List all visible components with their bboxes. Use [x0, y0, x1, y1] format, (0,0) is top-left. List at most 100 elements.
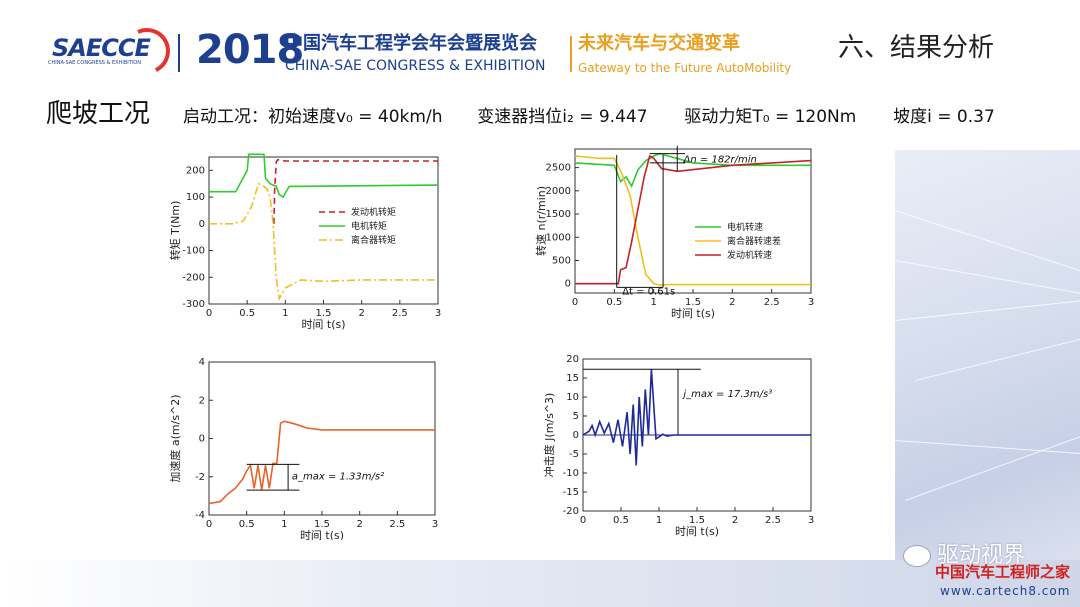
background-car-wireframe — [894, 150, 1080, 607]
y-tick-label: 0 — [565, 279, 571, 290]
dn-label: Δn = 182r/min — [683, 154, 757, 165]
x-tick-label: 3 — [435, 308, 441, 319]
chart-accel: 0 0.5 1 1.5 2 2.5 3 -4 -2 0 2 4 时间 t(s) 加速度 a(m/s^2) — [168, 357, 438, 542]
x-tick-label: 1.5 — [689, 515, 705, 526]
x-tick-label: 3 — [432, 519, 438, 530]
x-tick-label: 1.5 — [685, 297, 701, 308]
watermark-url: www.cartech8.com — [940, 584, 1071, 598]
x-tick-label: 2 — [732, 515, 738, 526]
series-line-torque-0 — [273, 158, 438, 224]
series-line-speed-0 — [574, 152, 811, 189]
x-tick-label: 2 — [358, 308, 364, 319]
x-axis-label: 时间 t(s) — [675, 525, 719, 538]
chart-speed: 0 0.5 1 1.5 2 2.5 3 0 500 1000 1500 2000 2500 时间 t(s)… — [534, 148, 814, 320]
y-tick-label: 1000 — [546, 232, 571, 243]
y-tick-label: 10 — [566, 392, 579, 403]
x-axis-label: 时间 t(s) — [671, 307, 715, 320]
legend-label: 离合器转速差 — [727, 235, 781, 247]
y-tick-label: 4 — [199, 357, 205, 368]
x-tick-label: 0.5 — [239, 519, 255, 530]
y-tick-label: -4 — [195, 510, 205, 521]
x-tick-label: 0 — [572, 297, 578, 308]
slogan-cn: 未来汽车与交通变革 — [578, 33, 740, 54]
series-line-jerk-0 — [582, 369, 811, 466]
x-axis-label: 时间 t(s) — [301, 318, 345, 331]
y-tick-label: 15 — [566, 373, 579, 384]
x-tick-label: 2 — [729, 297, 735, 308]
x-tick-label: 1 — [650, 297, 656, 308]
series-line-torque-2 — [209, 182, 438, 302]
x-tick-label: 1 — [656, 515, 662, 526]
y-tick-label: -15 — [563, 487, 579, 498]
annotations: Δt = 0.61s Δn = 182r/min a_max = 1.33m/s² j… — [246, 145, 772, 491]
y-tick-label: 2000 — [546, 186, 571, 197]
y-axis-label: 冲击度 J(m/s^3) — [542, 393, 556, 478]
y-tick-label: -300 — [182, 299, 205, 310]
dt-label: Δt = 0.61s — [622, 287, 675, 298]
y-tick-label: 0 — [199, 219, 205, 230]
x-tick-label: 2.5 — [764, 297, 780, 308]
event-year: 2018 — [196, 27, 304, 73]
param-gear: 变速器挡位i₂ = 9.447 — [477, 107, 648, 127]
y-tick-label: 500 — [552, 255, 571, 266]
y-tick-label: 0 — [573, 430, 579, 441]
x-tick-label: 0 — [206, 519, 212, 530]
x-tick-label: 0.5 — [613, 515, 629, 526]
y-tick-label: 100 — [186, 192, 205, 203]
x-tick-label: 0 — [580, 515, 586, 526]
chart-torque: 0 0.5 1 1.5 2 2.5 3 -300 -200 -100 0 100 200 时间 t(s) 转… — [168, 153, 441, 331]
plot-frame — [574, 148, 812, 294]
watermark-text: 驱动视界 — [937, 543, 1026, 568]
legend-label: 发动机转速 — [727, 249, 772, 261]
chart-panel: 0 0.5 1 1.5 2 2.5 3 -300 -200 -100 0 100 200 时间 t(s) 转… — [163, 137, 895, 542]
x-tick-label: 1 — [281, 519, 287, 530]
header: SAECCE CHINA·SAE CONGRESS & EXHIBITION 2… — [0, 0, 1080, 92]
x-tick-label: 0.5 — [239, 308, 255, 319]
logo: SAECCE — [52, 34, 151, 62]
y-tick-label: 20 — [566, 354, 579, 365]
chart-jerk: 0 0.5 1 1.5 2 2.5 3 -20 -15 -10 -5 0 5 10 15 20 时间 t(s) 冲… — [542, 354, 814, 538]
x-tick-label: 0 — [206, 308, 212, 319]
section-title: 六、结果分析 — [838, 33, 995, 63]
y-axis-label: 转矩 T(Nm) — [168, 201, 182, 261]
x-tick-label: 1 — [282, 308, 288, 319]
x-tick-label: 1.5 — [314, 519, 330, 530]
y-tick-label: 200 — [186, 165, 205, 176]
series-line-accel-0 — [208, 420, 435, 505]
y-tick-label: 2500 — [546, 163, 571, 174]
condition-params: 启动工况：初始速度v₀ = 40km/h 变速器挡位i₂ = 9.447 驱动力… — [183, 106, 995, 128]
y-axis-label: 加速度 a(m/s^2) — [168, 394, 182, 482]
logo-subtitle: CHINA·SAE CONGRESS & EXHIBITION — [48, 60, 141, 66]
slogan-en: Gateway to the Future AutoMobility — [578, 61, 792, 75]
slogan-divider — [570, 36, 572, 72]
y-tick-label: -100 — [182, 246, 205, 257]
plot-frame — [208, 361, 436, 516]
amax-label: a_max = 1.33m/s² — [292, 472, 384, 483]
y-tick-label: -20 — [563, 506, 579, 517]
x-tick-label: 0.5 — [606, 297, 622, 308]
x-tick-label: 1.5 — [316, 308, 332, 319]
y-axis-label: 转速 n(r/min) — [534, 186, 548, 256]
series-line-speed-1 — [574, 155, 811, 286]
x-tick-label: 2.5 — [765, 515, 781, 526]
param-slope: 坡度i = 0.37 — [893, 107, 995, 127]
jmax-label: j_max = 17.3m/s³ — [681, 389, 772, 400]
param-torque: 驱动力矩T₀ = 120Nm — [684, 107, 857, 127]
series-line-torque-1 — [209, 153, 439, 199]
y-tick-label: -10 — [563, 468, 579, 479]
x-tick-label: 2.5 — [392, 308, 408, 319]
legend-label: 电机转速 — [727, 221, 763, 233]
event-title-en: CHINA-SAE CONGRESS & EXHIBITION — [285, 58, 546, 74]
background-bottom-band — [0, 560, 1080, 607]
condition-title: 爬坡工况 — [46, 99, 151, 129]
y-tick-label: 5 — [573, 411, 579, 422]
y-tick-label: 2 — [199, 395, 205, 406]
x-axis-label: 时间 t(s) — [300, 529, 344, 540]
y-tick-label: 0 — [199, 434, 205, 445]
x-tick-label: 3 — [808, 515, 814, 526]
x-tick-label: 2.5 — [389, 519, 405, 530]
y-tick-label: -2 — [195, 472, 205, 483]
legend-label: 电机转矩 — [351, 220, 387, 232]
